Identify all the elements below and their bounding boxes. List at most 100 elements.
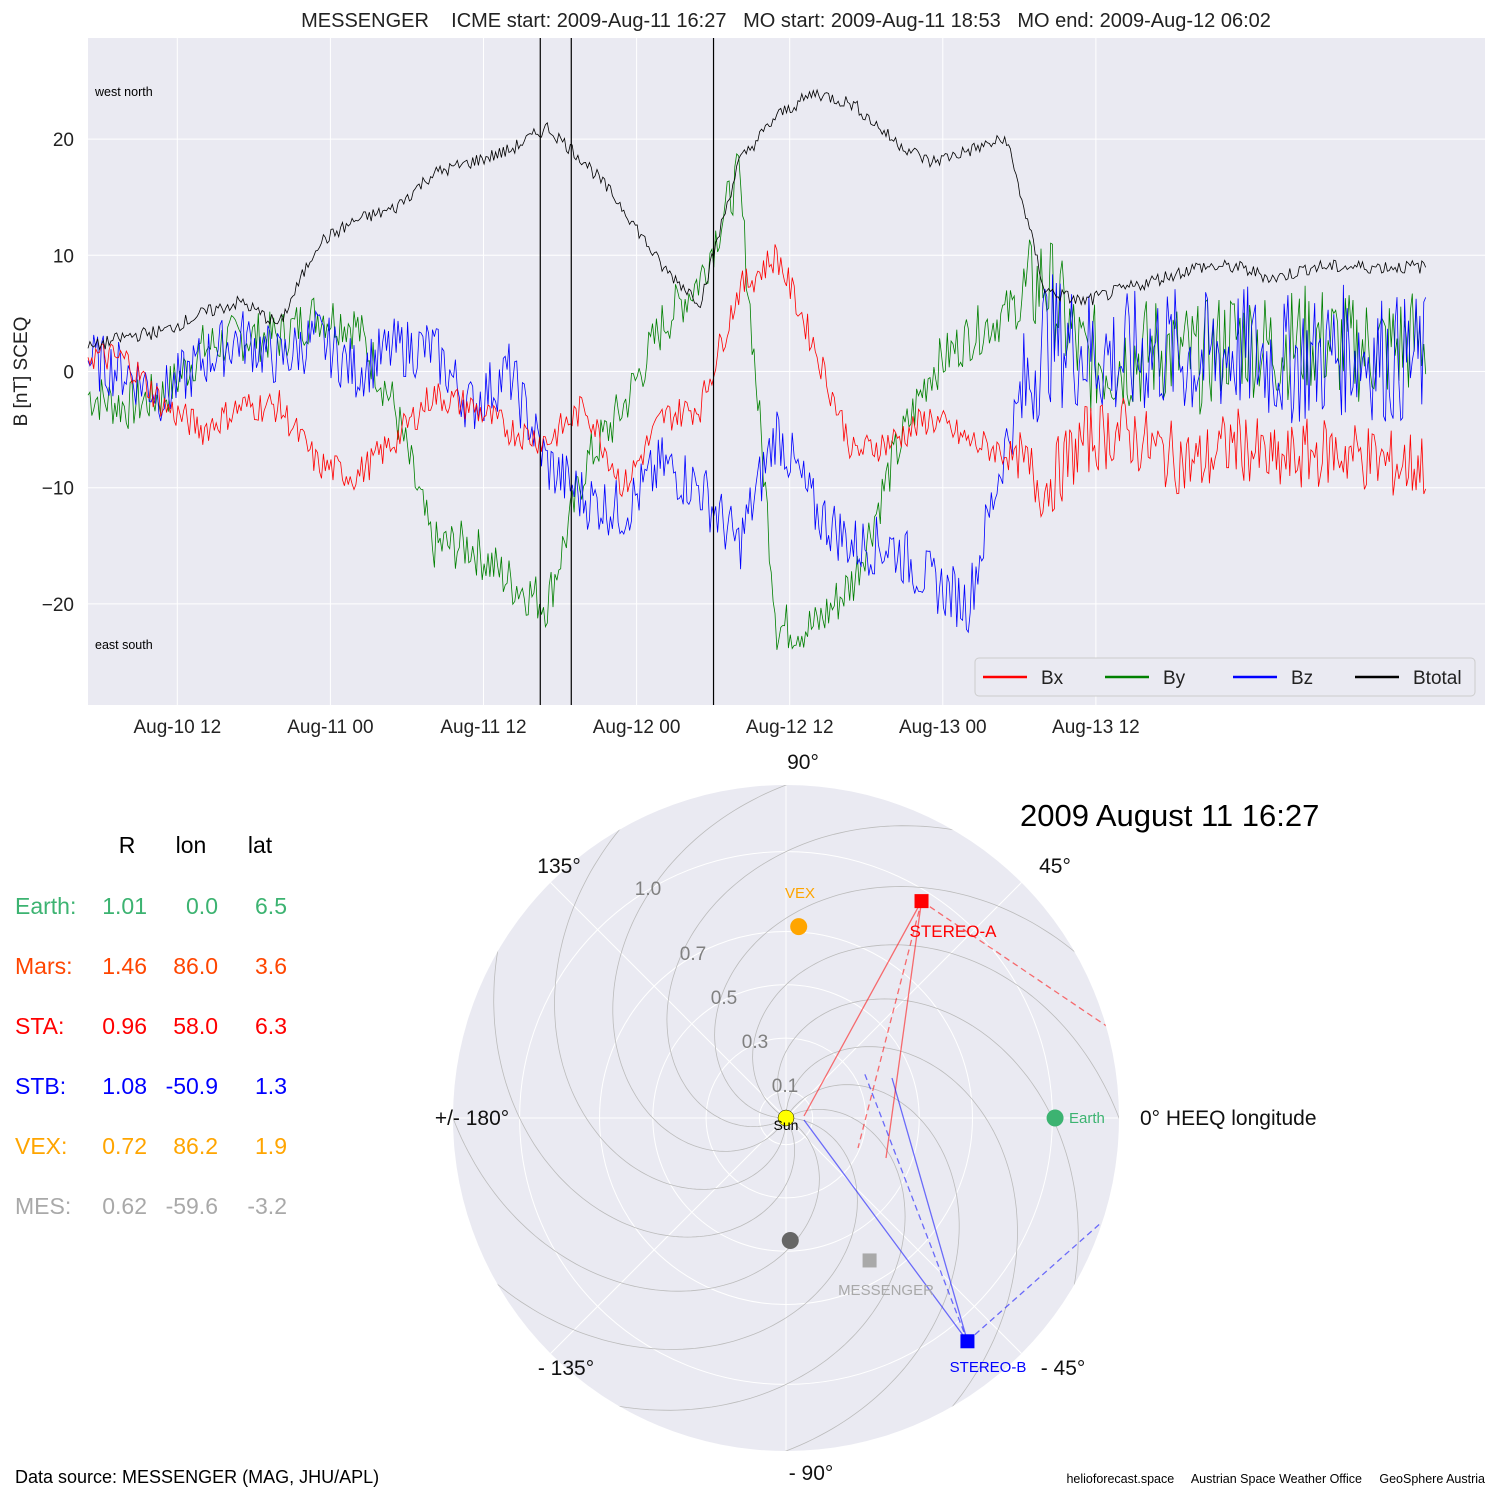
angle-label: - 135°: [538, 1357, 594, 1380]
sta-fov-line: [803, 900, 923, 1117]
table-row-label: STB:: [15, 1073, 67, 1099]
table-cell-lon: -59.6: [165, 1193, 218, 1219]
table-row-label: Earth:: [15, 893, 77, 919]
x-tick-label: Aug-12 12: [746, 717, 834, 738]
figure-title: MESSENGER ICME start: 2009-Aug-11 16:27 …: [301, 10, 1271, 32]
body-marker-stereo-b: [960, 1334, 975, 1349]
stb-fov-line: [803, 1119, 968, 1342]
table-row-label: STA:: [15, 1013, 65, 1039]
body-label-messenger: MESSENGER: [838, 1282, 934, 1299]
body-marker-stereo-a: [914, 894, 929, 909]
spiral-line: [777, 998, 1079, 1315]
table-cell-r: 1.46: [102, 953, 147, 979]
legend: Bx By Bz Btotal: [974, 657, 1476, 697]
body-marker-messenger: [862, 1253, 877, 1268]
data-source-note: Data source: MESSENGER (MAG, JHU/APL): [15, 1467, 380, 1487]
x-tick-label: Aug-13 12: [1052, 717, 1140, 738]
legend-box: [974, 657, 1476, 697]
body-label-stereo-a: STEREO-A: [910, 922, 998, 941]
body-label-vex: VEX: [785, 885, 815, 902]
spiral-line: [785, 1046, 1018, 1430]
legend-label-bx: Bx: [1041, 668, 1064, 689]
x-tick-label: Aug-13 00: [899, 717, 987, 738]
table-cell-lon: -50.9: [165, 1073, 218, 1099]
radial-tick-label: 0.3: [742, 1032, 768, 1053]
sta-fov-dashed: [857, 900, 923, 1149]
radial-tick-label: 0.1: [772, 1076, 798, 1097]
table-cell-r: 1.01: [102, 893, 147, 919]
legend-label-bz: Bz: [1291, 668, 1313, 689]
y-tick-label: −20: [42, 595, 74, 616]
table-cell-lon: 58.0: [173, 1013, 218, 1039]
spiral-line: [554, 806, 787, 1190]
spiral-line: [666, 825, 983, 1127]
table-cell-lon: 86.2: [173, 1133, 218, 1159]
y-tick-label: 0: [63, 363, 74, 384]
table-row-label: VEX:: [15, 1133, 68, 1159]
spiral-line: [612, 785, 815, 1152]
body-marker-sun: [777, 1109, 795, 1127]
table-cell-r: 1.08: [102, 1073, 147, 1099]
spiral-line: [752, 944, 1119, 1147]
spiral-line: [757, 1084, 960, 1451]
table-header-lon: lon: [175, 832, 207, 858]
table-row-label: MES:: [15, 1193, 72, 1219]
angle-label: 0° HEEQ longitude: [1140, 1107, 1317, 1130]
series-line-btotal: [87, 88, 1427, 351]
stb-fov-dashed: [863, 1071, 969, 1342]
x-tick-label: Aug-10 12: [133, 717, 221, 738]
stb-fov-line: [891, 1077, 969, 1342]
radial-tick-label: 0.5: [711, 988, 737, 1009]
spiral-line: [493, 921, 795, 1238]
table-cell-r: 0.72: [102, 1133, 147, 1159]
legend-label-by: By: [1163, 668, 1186, 689]
table-cell-lat: 1.9: [255, 1133, 287, 1159]
body-marker-earth: [1046, 1109, 1064, 1127]
y-axis-label: B [nT] SCEQ: [11, 317, 32, 427]
table-cell-lat: 1.3: [255, 1073, 287, 1099]
spiral-line: [453, 1089, 820, 1292]
legend-label-btotal: Btotal: [1413, 668, 1462, 689]
body-marker-vex: [790, 918, 808, 936]
angle-label: 45°: [1039, 855, 1071, 878]
x-tick-label: Aug-11 12: [440, 717, 526, 738]
table-row-label: Mars:: [15, 953, 73, 979]
body-label-stereo-b: STEREO-B: [950, 1359, 1027, 1376]
body-label-sun: Sun: [774, 1117, 799, 1133]
body-marker-unlabeled: [781, 1231, 799, 1249]
table-cell-lat: -3.2: [247, 1193, 287, 1219]
time-series-plot: 20 10 0 −10 −20 Aug-10 12 Aug-11 00 Aug-11 12 Au…: [11, 38, 1485, 738]
series-line-by: [87, 153, 1427, 650]
x-tick-label: Aug-12 00: [593, 717, 681, 738]
polar-position-plot: 0.1 0.3 0.5 0.7 1.0 90° 45° 0° HEEQ longitude - …: [435, 751, 1320, 1485]
spiral-line: [714, 886, 1098, 1119]
y-tick-label: −10: [42, 479, 74, 500]
spiral-line: [474, 1117, 858, 1350]
table-cell-lon: 0.0: [186, 893, 218, 919]
sta-fov-dashed: [921, 900, 1109, 1028]
table-cell-r: 0.96: [102, 1013, 147, 1039]
table-header-lat: lat: [247, 832, 273, 858]
body-label-earth: Earth: [1069, 1110, 1105, 1127]
table-cell-lon: 86.0: [173, 953, 218, 979]
spiral-line: [589, 1109, 906, 1411]
annotation-west-north: west north: [94, 85, 153, 99]
table-header-r: R: [118, 832, 136, 858]
table-cell-lat: 6.3: [255, 1013, 287, 1039]
fov-lines: [803, 900, 1109, 1342]
angle-label: - 45°: [1041, 1357, 1086, 1380]
series-line-bx: [87, 244, 1427, 519]
series-line-bz: [87, 274, 1427, 634]
angle-label: +/- 180°: [435, 1107, 509, 1130]
polar-title: 2009 August 11 16:27: [1020, 798, 1319, 833]
y-tick-label: 10: [53, 246, 74, 267]
y-tick-label: 20: [53, 130, 74, 151]
angle-label: - 90°: [789, 1462, 834, 1485]
angle-label: 90°: [787, 751, 819, 774]
radial-tick-label: 1.0: [635, 879, 661, 900]
sta-fov-line: [885, 901, 923, 1159]
parker-spirals: [453, 785, 1119, 1451]
radial-tick-label: 0.7: [680, 944, 706, 965]
table-cell-lat: 3.6: [255, 953, 287, 979]
